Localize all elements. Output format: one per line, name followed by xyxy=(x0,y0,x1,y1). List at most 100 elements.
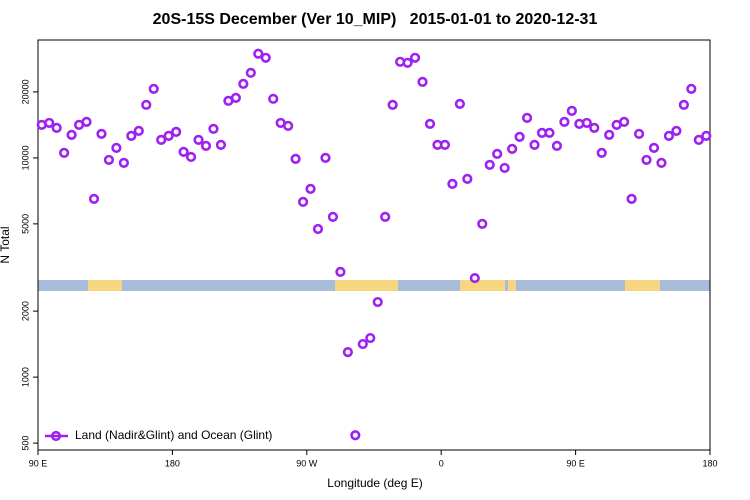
point xyxy=(148,83,159,94)
point xyxy=(335,266,346,277)
point xyxy=(544,127,555,138)
point xyxy=(290,153,301,164)
point xyxy=(156,134,167,146)
point xyxy=(693,134,704,146)
x-tick-label: 90 E xyxy=(29,458,48,468)
y-tick-label: 2000 xyxy=(20,301,30,321)
point xyxy=(402,57,413,68)
point xyxy=(626,193,637,205)
point xyxy=(268,93,279,104)
land-band xyxy=(625,280,660,291)
point xyxy=(507,143,518,155)
legend-marker xyxy=(50,430,62,442)
point xyxy=(320,152,331,163)
point xyxy=(387,99,398,110)
point xyxy=(656,157,667,168)
point xyxy=(484,159,495,171)
point xyxy=(88,193,100,205)
chart-title: 20S-15S December (Ver 10_MIP) 2015-01-01… xyxy=(153,11,598,28)
point xyxy=(633,128,645,139)
point xyxy=(596,147,607,158)
point xyxy=(417,76,428,87)
point xyxy=(103,154,115,166)
point xyxy=(372,296,383,308)
point xyxy=(462,173,473,185)
land-band xyxy=(508,280,516,291)
point xyxy=(66,129,77,140)
point xyxy=(185,151,197,163)
point xyxy=(253,48,264,59)
point xyxy=(663,130,675,141)
y-tick-label: 5000 xyxy=(20,214,30,234)
point xyxy=(477,218,488,229)
point xyxy=(51,122,62,133)
point xyxy=(589,122,600,133)
point xyxy=(230,92,241,103)
point xyxy=(678,99,689,110)
point xyxy=(141,99,152,110)
point xyxy=(581,117,592,129)
point xyxy=(641,154,652,166)
point xyxy=(283,120,294,131)
point xyxy=(342,347,353,358)
point xyxy=(193,134,204,146)
point xyxy=(260,52,271,63)
point xyxy=(208,123,219,134)
x-tick-label: 0 xyxy=(439,458,444,468)
point xyxy=(312,223,324,235)
point xyxy=(126,130,137,141)
point xyxy=(686,83,697,94)
point xyxy=(551,140,563,151)
x-tick-label: 180 xyxy=(702,458,717,468)
plot-frame xyxy=(37,39,711,451)
land-band xyxy=(88,280,122,291)
point xyxy=(619,116,630,127)
point xyxy=(648,142,660,153)
y-tick-label: 1000 xyxy=(20,367,30,387)
point xyxy=(96,128,107,139)
y-axis-label: N Total xyxy=(0,226,12,263)
y-tick-label: 500 xyxy=(20,436,30,451)
point xyxy=(297,196,309,207)
point xyxy=(424,118,436,129)
point xyxy=(327,211,339,223)
point xyxy=(701,130,712,141)
point xyxy=(514,131,525,142)
y-tick-label: 10000 xyxy=(20,145,30,170)
y-tick-label: 20000 xyxy=(20,79,30,104)
point xyxy=(238,78,249,89)
x-tick-label: 180 xyxy=(165,458,180,468)
point xyxy=(671,125,682,136)
point xyxy=(133,125,144,136)
point xyxy=(380,211,391,223)
point xyxy=(215,139,227,150)
point xyxy=(44,117,55,129)
point xyxy=(178,146,189,157)
x-axis-label: Longitude (deg E) xyxy=(327,476,422,490)
x-tick-label: 90 W xyxy=(296,458,318,468)
land-band xyxy=(335,280,398,291)
point xyxy=(469,272,480,284)
x-tick-label: 90 E xyxy=(566,458,585,468)
land-band xyxy=(460,280,505,291)
point xyxy=(604,129,615,140)
point xyxy=(492,148,503,159)
point xyxy=(59,147,70,158)
point xyxy=(111,142,122,153)
legend-label: Land (Nadir&Glint) and Ocean (Glint) xyxy=(75,428,272,442)
point xyxy=(245,67,256,78)
point xyxy=(171,126,182,137)
point xyxy=(439,139,451,150)
point xyxy=(409,52,421,63)
point xyxy=(118,157,129,168)
land-ocean-strip xyxy=(38,280,710,291)
point xyxy=(566,105,577,116)
point xyxy=(305,183,316,195)
point xyxy=(163,130,174,141)
point xyxy=(454,98,465,109)
point xyxy=(559,116,570,127)
point xyxy=(350,430,361,441)
point xyxy=(200,140,212,151)
